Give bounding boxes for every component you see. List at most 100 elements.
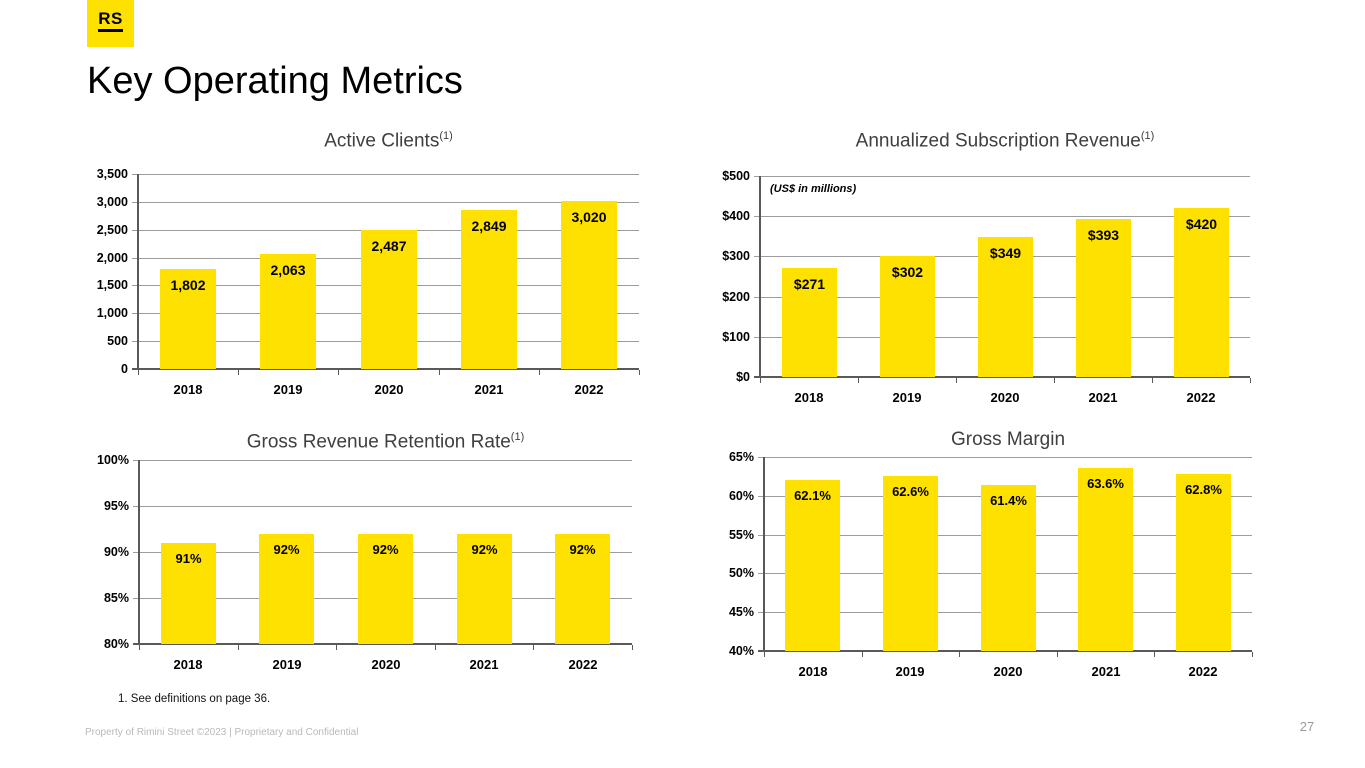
- rs-logo: RS: [87, 0, 134, 47]
- x-axis-tick: [858, 378, 859, 383]
- x-axis-tick: [439, 370, 440, 375]
- x-axis-tick-label: 2020: [990, 390, 1020, 405]
- bar-value-label: 61.4%: [990, 493, 1027, 508]
- y-axis-tick-label: 2,500: [96, 223, 128, 237]
- bar-value-label: 92%: [273, 542, 300, 557]
- bar: [259, 534, 314, 644]
- bar-value-label: 3,020: [571, 209, 607, 225]
- chart-title: Gross Revenue Retention Rate(1): [139, 431, 632, 453]
- x-axis-tick: [632, 645, 633, 650]
- chart-gross-margin: Gross Margin 40% 45% 50% 55% 60% 65% 62.1% 2018 6…: [700, 426, 1265, 698]
- bar-value-label: 2,487: [371, 238, 407, 254]
- bar-value-label: $420: [1185, 216, 1218, 232]
- bar: [457, 534, 512, 644]
- x-axis-tick: [138, 370, 139, 375]
- x-axis-tick: [539, 370, 540, 375]
- x-axis-tick-label: 2018: [794, 390, 824, 405]
- bar: [978, 237, 1033, 377]
- x-axis-line: [132, 368, 639, 370]
- bar: [1078, 468, 1133, 651]
- x-axis-tick: [435, 645, 436, 650]
- bar: [555, 534, 610, 644]
- footnote: 1. See definitions on page 36.: [118, 693, 271, 705]
- footer-confidential-text: Property of Rimini Street ©2023 | Propri…: [85, 727, 359, 738]
- chart-title-superscript: (1): [1140, 130, 1155, 142]
- bar: [1176, 474, 1231, 651]
- gridline: [132, 202, 639, 203]
- x-axis-tick-label: 2019: [895, 664, 925, 679]
- x-axis-tick: [959, 652, 960, 657]
- x-axis-tick-label: 2020: [374, 382, 404, 397]
- x-axis-tick: [639, 370, 640, 375]
- bar-value-label: 2,063: [270, 262, 306, 278]
- page-number: 27: [1299, 719, 1315, 734]
- bar: [883, 476, 938, 651]
- x-axis-tick-label: 2022: [574, 382, 604, 397]
- bar: [880, 256, 935, 377]
- x-axis-tick: [1152, 378, 1153, 383]
- x-axis-tick-label: 2021: [1088, 390, 1118, 405]
- bar-value-label: 62.6%: [892, 484, 929, 499]
- page-title: Key Operating Metrics: [87, 60, 463, 102]
- bar-value-label: 91%: [175, 551, 202, 566]
- x-axis-line: [133, 643, 632, 645]
- x-axis-tick: [764, 652, 765, 657]
- y-axis-tick-label: 1,000: [96, 306, 128, 320]
- y-axis-tick-label: 40%: [728, 644, 754, 658]
- bar: [1174, 208, 1229, 377]
- x-axis-tick-label: 2021: [474, 382, 504, 397]
- y-axis-tick-label: $300: [722, 249, 750, 263]
- x-axis-tick: [1154, 652, 1155, 657]
- bar-value-label: 63.6%: [1087, 476, 1124, 491]
- y-axis-tick-label: 65%: [728, 450, 754, 464]
- bar-value-label: 2,849: [471, 218, 507, 234]
- bar: [361, 230, 417, 369]
- x-axis-tick-label: 2019: [272, 657, 302, 672]
- y-axis-tick-label: 90%: [103, 545, 129, 559]
- chart-title-text: Gross Margin: [950, 429, 1066, 450]
- y-axis-tick-label: 50%: [728, 566, 754, 580]
- bar: [981, 485, 1036, 651]
- chart-title-superscript: (1): [439, 130, 453, 142]
- y-axis-tick-label: 60%: [728, 489, 754, 503]
- x-axis-tick-label: 2018: [173, 382, 203, 397]
- x-axis-tick-label: 2022: [1186, 390, 1216, 405]
- y-axis-line: [763, 457, 765, 651]
- y-axis-tick-label: 80%: [103, 637, 129, 651]
- bar-value-label: 92%: [569, 542, 596, 557]
- x-axis-tick: [1252, 652, 1253, 657]
- x-axis-tick: [862, 652, 863, 657]
- rs-logo-text: RS: [98, 10, 123, 32]
- y-axis-tick-label: 95%: [103, 499, 129, 513]
- x-axis-tick: [1250, 378, 1251, 383]
- chart-title-superscript: (1): [510, 431, 525, 443]
- bar: [160, 269, 216, 369]
- chart-active-clients: Active Clients(1) 0 500 1,000 1,500 2,000 2,50…: [85, 128, 660, 418]
- x-axis-tick: [1054, 378, 1055, 383]
- bar-value-label: $393: [1087, 227, 1120, 243]
- gridline: [133, 460, 632, 461]
- y-axis-tick-label: $200: [722, 290, 750, 304]
- x-axis-tick: [1057, 652, 1058, 657]
- chart-title: Active Clients(1): [138, 130, 639, 152]
- chart-gross-revenue-retention-rate: Gross Revenue Retention Rate(1) 80% 85% 90%…: [85, 426, 645, 694]
- x-axis-tick-label: 2019: [273, 382, 303, 397]
- y-axis-line: [138, 460, 140, 644]
- y-axis-line: [137, 174, 139, 369]
- x-axis-tick: [338, 370, 339, 375]
- y-axis-tick-label: 3,500: [96, 167, 128, 181]
- x-axis-line: [758, 650, 1252, 652]
- chart-title: Gross Margin: [764, 429, 1252, 451]
- x-axis-tick-label: 2018: [173, 657, 203, 672]
- bar-value-label: $349: [989, 245, 1022, 261]
- x-axis-tick: [336, 645, 337, 650]
- bar-value-label: 62.1%: [794, 488, 831, 503]
- bar: [161, 543, 216, 644]
- x-axis-tick-label: 2020: [993, 664, 1023, 679]
- x-axis-tick-label: 2022: [568, 657, 598, 672]
- bar-value-label: 92%: [372, 542, 399, 557]
- bar: [782, 268, 837, 377]
- y-axis-tick-label: 3,000: [96, 195, 128, 209]
- gridline: [754, 176, 1250, 177]
